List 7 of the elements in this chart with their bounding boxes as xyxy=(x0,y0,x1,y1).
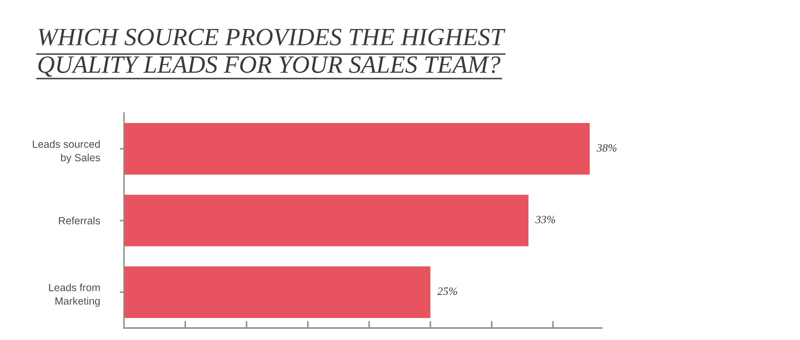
data-label: 33% xyxy=(535,216,556,224)
data-label: 38% xyxy=(596,144,616,152)
y-tick-label: Leads from Marketing xyxy=(49,284,100,307)
y-tick-label: Referrals xyxy=(58,216,100,224)
y-tick-label: Leads sourced by Sales xyxy=(32,140,100,164)
data-label: 25% xyxy=(437,287,458,295)
chart-title: WHICH SOURCE PROVIDES THE HIGHEST QUALITY LEADS FOR YOUR SALES TEAM? xyxy=(38,28,506,77)
